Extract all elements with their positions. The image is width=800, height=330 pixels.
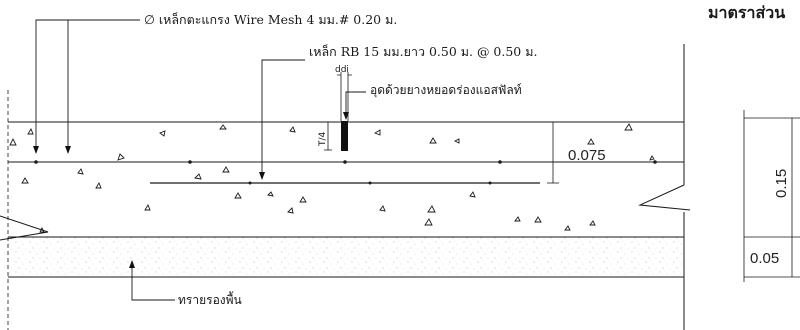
wire-mesh-dots bbox=[34, 160, 657, 185]
mid-thickness-label: 0.075 bbox=[568, 147, 606, 164]
sealant-leader bbox=[343, 91, 366, 120]
sand-base-layer bbox=[8, 237, 684, 277]
wire-mesh-label: ∅ เหล็กตะแกรง Wire Mesh 4 มม.# 0.20 ม. bbox=[144, 12, 397, 27]
slab-outline bbox=[7, 44, 685, 330]
sand-base-label: ทรายรองพื้น bbox=[178, 291, 242, 307]
scale-title: มาตราส่วน bbox=[708, 3, 785, 22]
dowel-bar-label: เหล็ก RB 15 มม.ยาว 0.50 ม. @ 0.50 ม. bbox=[309, 44, 537, 59]
sand-leader bbox=[129, 260, 175, 301]
wire-mesh-leader bbox=[33, 19, 140, 154]
break-lines bbox=[0, 184, 691, 241]
joint-depth-label: T/4 bbox=[318, 131, 328, 147]
aggregate-marks bbox=[9, 123, 655, 233]
slab-thickness-label: 0.15 bbox=[773, 169, 790, 198]
dowel-bar-leader bbox=[259, 59, 305, 180]
sand-thickness-label: 0.05 bbox=[750, 250, 779, 267]
sealant-label: อุดด้วยยางหยอดร่องแอสฟัลท์ bbox=[370, 83, 522, 98]
slab-thickness-dimension bbox=[743, 110, 800, 282]
joint-width-label: ddi bbox=[335, 65, 349, 75]
mid-thickness-dimension bbox=[547, 121, 559, 184]
joint-sealant bbox=[341, 121, 348, 151]
